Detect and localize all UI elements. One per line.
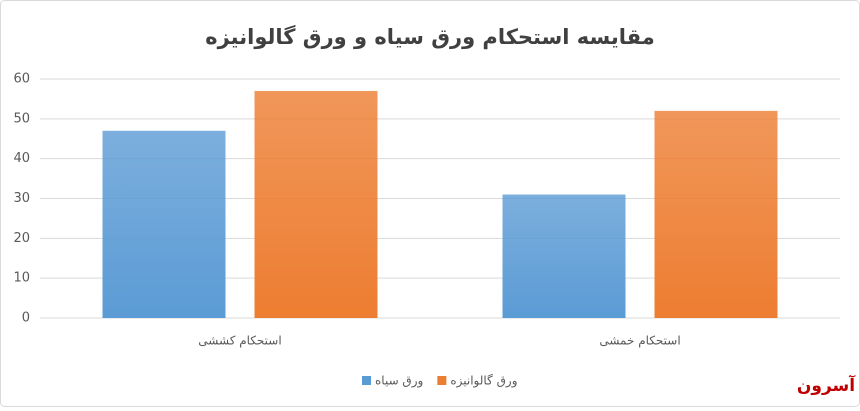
legend-swatch [437, 376, 447, 385]
legend-swatch [362, 376, 371, 385]
x-tick-label: استحکام خمشی [599, 334, 680, 348]
y-tick-label: 60 [13, 72, 30, 87]
x-tick-label: استحکام کششی [198, 334, 281, 348]
watermark-logo: آسرون [797, 374, 856, 396]
y-tick-label: 0 [22, 311, 30, 326]
chart-title: مقایسه استحکام ورق سیاه و ورق گالوانیزه [205, 24, 655, 49]
y-tick-label: 30 [13, 191, 30, 206]
y-tick-label: 50 [13, 111, 30, 126]
legend-label: ورق گالوانیزه [450, 374, 517, 389]
y-tick-label: 40 [13, 151, 30, 166]
bar [654, 110, 778, 318]
legend-label: ورق سیاه [375, 374, 423, 389]
bar [502, 194, 626, 318]
bar [102, 130, 226, 318]
y-tick-label: 10 [13, 271, 30, 286]
y-tick-label: 20 [13, 231, 30, 246]
bar [254, 90, 378, 318]
